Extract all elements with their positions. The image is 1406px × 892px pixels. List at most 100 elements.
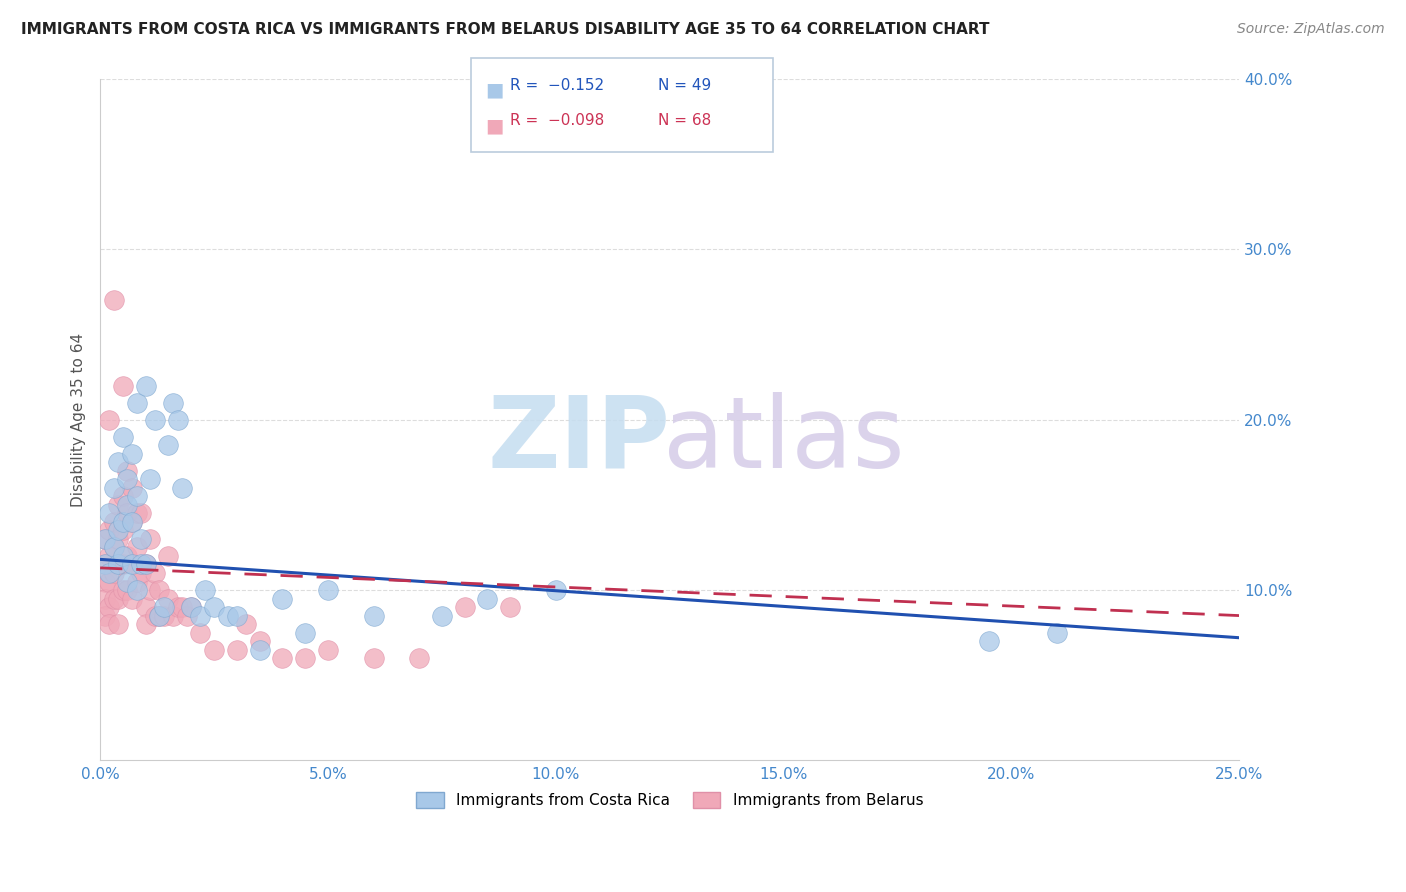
Point <box>135 558 157 572</box>
Point <box>125 582 148 597</box>
Point <box>249 642 271 657</box>
Point <box>1046 625 1069 640</box>
Point <box>98 566 121 580</box>
Text: R =  −0.152: R = −0.152 <box>510 78 605 93</box>
Point <box>217 608 239 623</box>
Point <box>148 582 170 597</box>
Point <box>98 412 121 426</box>
Point <box>93 591 115 606</box>
Point <box>294 625 316 640</box>
Point <box>111 430 134 444</box>
Point <box>180 600 202 615</box>
Point <box>98 524 121 538</box>
Point <box>135 600 157 615</box>
Point <box>98 507 121 521</box>
Text: N = 49: N = 49 <box>658 78 711 93</box>
Point <box>499 600 522 615</box>
Point <box>103 541 125 555</box>
Point <box>93 532 115 546</box>
Point <box>235 617 257 632</box>
Point <box>166 600 188 615</box>
Point <box>139 472 162 486</box>
Point <box>103 566 125 580</box>
Point <box>103 481 125 495</box>
Point <box>103 541 125 555</box>
Point <box>143 608 166 623</box>
Point <box>107 558 129 572</box>
Text: R =  −0.098: R = −0.098 <box>510 113 605 128</box>
Point <box>121 515 143 529</box>
Point <box>157 438 180 452</box>
Point <box>117 574 139 589</box>
Point <box>176 608 198 623</box>
Point <box>111 515 134 529</box>
Point <box>121 447 143 461</box>
Text: atlas: atlas <box>662 392 904 489</box>
Point <box>408 651 430 665</box>
Point <box>121 558 143 572</box>
Point <box>143 566 166 580</box>
Point <box>129 532 152 546</box>
Point <box>121 481 143 495</box>
Point <box>129 566 152 580</box>
Point <box>157 591 180 606</box>
Point <box>125 489 148 503</box>
Point <box>117 464 139 478</box>
Text: N = 68: N = 68 <box>658 113 711 128</box>
Point <box>117 498 139 512</box>
Point <box>121 591 143 606</box>
Point <box>111 549 134 563</box>
Point <box>93 574 115 589</box>
Point <box>125 541 148 555</box>
Point <box>162 395 184 409</box>
Point <box>153 608 176 623</box>
Point <box>148 608 170 623</box>
Point <box>190 608 212 623</box>
Text: ■: ■ <box>485 116 503 135</box>
Point <box>117 549 139 563</box>
Point <box>202 642 225 657</box>
Text: ZIP: ZIP <box>486 392 671 489</box>
Point <box>125 574 148 589</box>
Point <box>103 293 125 308</box>
Point <box>143 412 166 426</box>
Point <box>477 591 499 606</box>
Point <box>363 651 385 665</box>
Point <box>111 558 134 572</box>
Point <box>111 489 134 503</box>
Point <box>98 574 121 589</box>
Point <box>135 558 157 572</box>
Point <box>180 600 202 615</box>
Point <box>107 532 129 546</box>
Point <box>107 455 129 469</box>
Point <box>111 582 134 597</box>
Point <box>93 558 115 572</box>
Point <box>139 582 162 597</box>
Point <box>202 600 225 615</box>
Text: Source: ZipAtlas.com: Source: ZipAtlas.com <box>1237 22 1385 37</box>
Point <box>117 582 139 597</box>
Point <box>125 395 148 409</box>
Point <box>977 634 1000 648</box>
Point <box>249 634 271 648</box>
Point <box>107 524 129 538</box>
Point <box>125 507 148 521</box>
Point <box>107 617 129 632</box>
Point <box>271 591 294 606</box>
Point <box>111 378 134 392</box>
Point <box>153 600 176 615</box>
Point <box>117 472 139 486</box>
Point <box>430 608 453 623</box>
Point <box>135 378 157 392</box>
Point <box>172 481 194 495</box>
Point <box>93 558 115 572</box>
Point <box>316 582 339 597</box>
Point <box>98 549 121 563</box>
Point <box>129 507 152 521</box>
Point <box>316 642 339 657</box>
Point <box>453 600 475 615</box>
Point <box>166 412 188 426</box>
Point <box>103 591 125 606</box>
Point <box>294 651 316 665</box>
Point <box>363 608 385 623</box>
